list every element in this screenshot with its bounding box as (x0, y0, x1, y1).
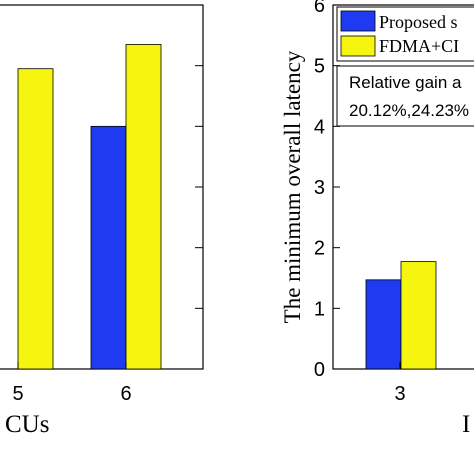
y-tick-label: 3 (314, 177, 325, 199)
bar (17, 68, 54, 370)
right-y-axis-label: The minimum overall latency (280, 50, 305, 323)
y-tick-label: 6 (314, 0, 325, 17)
bar (365, 279, 402, 370)
left-x-axis-label: CUs (5, 411, 49, 438)
y-tick-label: 1 (314, 298, 325, 320)
right-x-axis-label-fragment: I (462, 411, 470, 438)
legend-swatch-fdma (340, 35, 376, 57)
bar (125, 44, 162, 370)
legend: Proposed s FDMA+CI (336, 6, 474, 62)
y-tick-label: 2 (314, 238, 325, 260)
right-bars (365, 261, 437, 370)
y-tick-label: 4 (314, 116, 325, 138)
legend-label-fdma: FDMA+CI (379, 36, 459, 56)
annotation-line-1: Relative gain a (349, 73, 462, 92)
bar (90, 125, 127, 370)
legend-label-proposed: Proposed s (379, 12, 458, 32)
annotation-frame (336, 65, 474, 127)
left-y-ticks (195, 4, 203, 309)
annotation-line-2: 20.12%,24.23% (349, 101, 469, 120)
y-tick-label: 5 (314, 56, 325, 78)
annotation-box: Relative gain a 20.12%,24.23% (336, 65, 474, 127)
right-y-ticks: 0 1 2 3 4 5 6 (314, 0, 340, 381)
legend-swatch-proposed (340, 10, 376, 32)
x-tick-label: 3 (394, 383, 405, 405)
left-bars (17, 44, 162, 370)
y-tick-label: 0 (314, 359, 325, 381)
x-tick-label: 6 (120, 383, 131, 405)
x-tick-label: 5 (12, 383, 23, 405)
right-x-tick-labels: 3 (394, 362, 406, 405)
bar (400, 261, 437, 370)
